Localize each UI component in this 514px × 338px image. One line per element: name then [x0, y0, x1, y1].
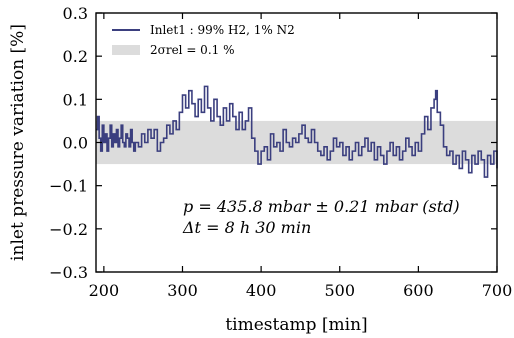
y-tick-label: −0.1: [49, 177, 88, 196]
x-axis-label: timestamp [min]: [225, 315, 367, 335]
y-tick-label: 0.3: [63, 4, 88, 23]
x-tick-label: 300: [167, 281, 198, 300]
y-tick-label: 0.2: [63, 47, 88, 66]
y-tick-label: 0.1: [63, 90, 88, 109]
annotation-pressure: p = 435.8 mbar ± 0.21 mbar (std): [183, 197, 460, 216]
tick-labels-group: 200 300 400 500 600 700 −0.3 −0.2 −0.1 0.0 0.1 0.2 0…: [49, 4, 512, 300]
x-tick-label: 200: [89, 281, 120, 300]
ticks-group: [96, 12, 498, 273]
y-tick-label: −0.3: [49, 263, 88, 282]
y-tick-label: −0.2: [49, 220, 88, 239]
legend-label-band: 2σrel = 0.1 %: [150, 43, 235, 57]
legend-band-swatch: [112, 45, 140, 55]
x-tick-label: 600: [403, 281, 434, 300]
y-axis-label: inlet pressure variation [%]: [8, 24, 28, 261]
legend: Inlet1 : 99% H2, 1% N2 2σrel = 0.1 %: [112, 23, 295, 57]
legend-label-series: Inlet1 : 99% H2, 1% N2: [150, 23, 295, 37]
x-tick-label: 700: [482, 281, 513, 300]
x-tick-label: 500: [324, 281, 355, 300]
series-line-inlet1: [96, 85, 498, 178]
x-tick-label: 400: [246, 281, 277, 300]
annotation-duration: Δt = 8 h 30 min: [182, 218, 311, 237]
y-tick-label: 0.0: [63, 134, 88, 153]
